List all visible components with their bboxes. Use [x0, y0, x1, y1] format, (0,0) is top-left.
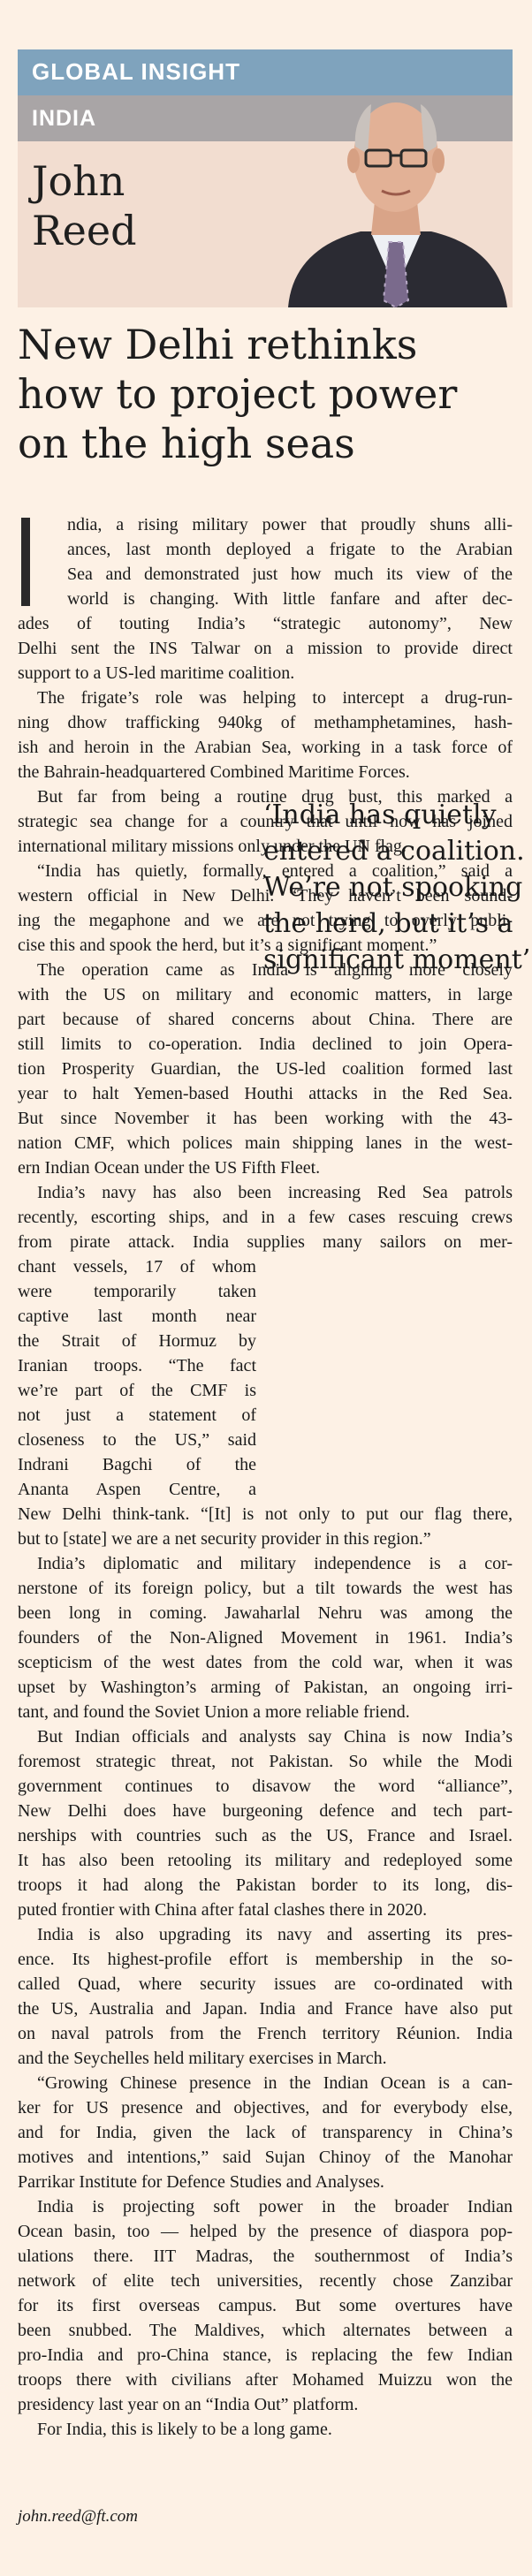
body-line: we’re part of the CMF is [18, 1381, 256, 1400]
body-line: network of elite tech universities, rece… [18, 2271, 513, 2291]
column-header: GLOBAL INSIGHT INDIA John Reed [18, 49, 513, 307]
body-line: strategic sea change for a country that … [18, 812, 513, 831]
body-line: For India, this is likely to be a long g… [37, 2420, 332, 2439]
body-line: ence. Its highest-profile effort is memb… [18, 1950, 513, 1969]
body-line: New Delhi does have burgeoning defence a… [18, 1801, 513, 1821]
body-line: New Delhi think-tank. “[It] is not only … [18, 1504, 513, 1524]
body-line: Ocean basin, too — helped by the presenc… [18, 2222, 513, 2241]
body-line: the US, Australia and Japan. India and F… [18, 1999, 513, 2019]
body-line: been snubbed. The Maldives, which altern… [18, 2321, 513, 2340]
body-line: presidency last year on an “India Out” p… [18, 2395, 359, 2414]
author-portrait [288, 102, 507, 307]
body-line: troops there with civilians after Mohame… [18, 2370, 513, 2390]
body-line: the Bahrain-headquartered Combined Marit… [18, 762, 410, 782]
pull-quote: ‘India has quietly entered a coalition. … [263, 797, 531, 978]
body-line: Delhi sent the INS Talwar on a mission t… [18, 639, 513, 658]
section-label: INDIA [32, 106, 97, 131]
body-line: on naval patrols from the French territo… [18, 2024, 513, 2043]
body-line: It has also been retooling its military … [18, 1851, 513, 1870]
body-line: troops it had along the Pakistan border … [18, 1875, 513, 1895]
body-line: motives and intentions,” said Sujan Chin… [18, 2148, 513, 2167]
body-line: ern Indian Ocean under the US Fifth Flee… [18, 1158, 321, 1178]
body-line: ker for US presence and objectives, and … [18, 2098, 513, 2118]
body-line: India is also upgrading its navy and ass… [37, 1925, 513, 1944]
body-line: ish and heroin in the Arabian Sea, worki… [18, 738, 513, 757]
body-line: India is projecting soft power in the br… [37, 2197, 513, 2216]
body-line: “India has quietly, formally, entered a … [37, 861, 513, 881]
body-line: were temporarily taken [18, 1282, 256, 1301]
body-line: pro-India and pro-China stance, is repla… [18, 2345, 513, 2365]
body-line: support to a US-led maritime coalition. [18, 663, 295, 683]
body-line: government continues to disavow the word… [18, 1777, 513, 1796]
body-line: with the US on military and economic mat… [18, 985, 513, 1004]
body-line: closeness to the US,” said [18, 1430, 256, 1450]
column-rubric: GLOBAL INSIGHT [32, 58, 240, 85]
body-line: Iranian troops. “The fact [18, 1356, 256, 1375]
body-line: nation CMF, which polices main shipping … [18, 1133, 513, 1153]
body-line: been long in coming. Jawaharlal Nehru wa… [18, 1603, 513, 1623]
body-line: ndia, a rising military power that proud… [67, 515, 513, 534]
body-line: for its first overseas campus. But some … [18, 2296, 513, 2315]
body-line: from pirate attack. India supplies many … [18, 1232, 513, 1252]
body-line: chant vessels, 17 of whom [18, 1257, 256, 1277]
headline-line: on the high seas [18, 420, 355, 467]
body-line: ing the megaphone and we are not trying … [18, 911, 513, 930]
body-line: ning dhow trafficking 940kg of methamphe… [18, 713, 513, 732]
pull-quote-line: We’re not spooking [263, 872, 523, 903]
body-line: foremost strategic threat, not Pakistan.… [18, 1752, 513, 1771]
body-line: international military missions only und… [18, 837, 407, 856]
body-line: year to halt Yemen-based Houthi attacks … [18, 1084, 513, 1103]
pull-quote-line: the herd, but it’s a [263, 908, 513, 939]
body-line: western official in New Delhi. “They hav… [18, 886, 513, 905]
author-email: john.reed@ft.com [18, 2507, 139, 2526]
author-last-name: Reed [32, 207, 137, 254]
pull-quote-line: significant moment’ [263, 944, 531, 975]
body-line: and for India, given the lack of transpa… [18, 2123, 513, 2142]
body-line: and the Seychelles held military exercis… [18, 2049, 387, 2068]
body-line: But far from being a routine drug bust, … [37, 787, 513, 807]
body-line: tant, and found the Soviet Union a more … [18, 1702, 410, 1722]
body-line: The frigate’s role was helping to interc… [37, 688, 513, 708]
body-line: tion Prosperity Guardian, the US-led coa… [18, 1059, 513, 1079]
body-line: called Quad, where security issues are c… [18, 1974, 513, 1994]
body-line: India’s navy has also been increasing Re… [37, 1183, 513, 1202]
body-line: ances, last month deployed a frigate to … [67, 540, 513, 559]
body-line: Ananta Aspen Centre, a [18, 1480, 256, 1499]
body-line: cise this and spook the herd, but it’s a… [18, 936, 437, 955]
body-line: The operation came as India is aligning … [37, 960, 513, 980]
headline-line: New Delhi rethinks [18, 321, 418, 368]
body-line: founders of the Non-Aligned Movement in … [18, 1628, 513, 1648]
body-line: captive last month near [18, 1307, 256, 1326]
body-line: nerships with countries such as the US, … [18, 1826, 513, 1845]
rubric-band [18, 49, 513, 95]
body-line: nerstone of its foreign policy, but a ti… [18, 1579, 513, 1598]
body-line: upset by Washington’s arming of Pakistan… [18, 1678, 513, 1697]
body-line: the Strait of Hormuz by [18, 1331, 256, 1351]
body-line: Sea and demonstrated just how much its v… [67, 564, 513, 584]
body-line: Parrikar Institute for Defence Studies a… [18, 2172, 384, 2192]
pull-quote-line: entered a coalition. [263, 836, 525, 867]
headline: New Delhi rethinks how to project power … [18, 320, 513, 468]
pull-quote-line: ‘India has quietly [263, 799, 497, 830]
body-line: recently, escorting ships, and in a few … [18, 1208, 513, 1227]
body-line: But Indian officials and analysts say Ch… [37, 1727, 513, 1746]
body-line: But since November it has been working w… [18, 1109, 513, 1128]
headline-line: how to project power [18, 370, 458, 418]
body-line: puted frontier with China after fatal cl… [18, 1900, 428, 1920]
body-line: India’s diplomatic and military independ… [37, 1554, 513, 1573]
drop-cap-i [21, 518, 30, 606]
body-line: ulations there. IIT Madras, the southern… [18, 2246, 513, 2266]
body-line: but to [state] we are a net security pro… [18, 1529, 431, 1549]
body-line: not just a statement of [18, 1405, 256, 1425]
body-line: part because of shared concerns about Ch… [18, 1010, 513, 1029]
body-line: ades of touting India’s “strategic auton… [18, 614, 513, 633]
body-line: world is changing. With little fanfare a… [67, 589, 513, 609]
body-line: “Growing Chinese presence in the Indian … [37, 2073, 513, 2093]
author-first-name: John [32, 157, 125, 205]
body-line: Indrani Bagchi of the [18, 1455, 256, 1474]
body-line: still limits to co-operation. India decl… [18, 1034, 513, 1054]
body-line: scepticism of the west dates from the co… [18, 1653, 513, 1672]
article-body: ndia, a rising military power that proud… [18, 512, 513, 2442]
